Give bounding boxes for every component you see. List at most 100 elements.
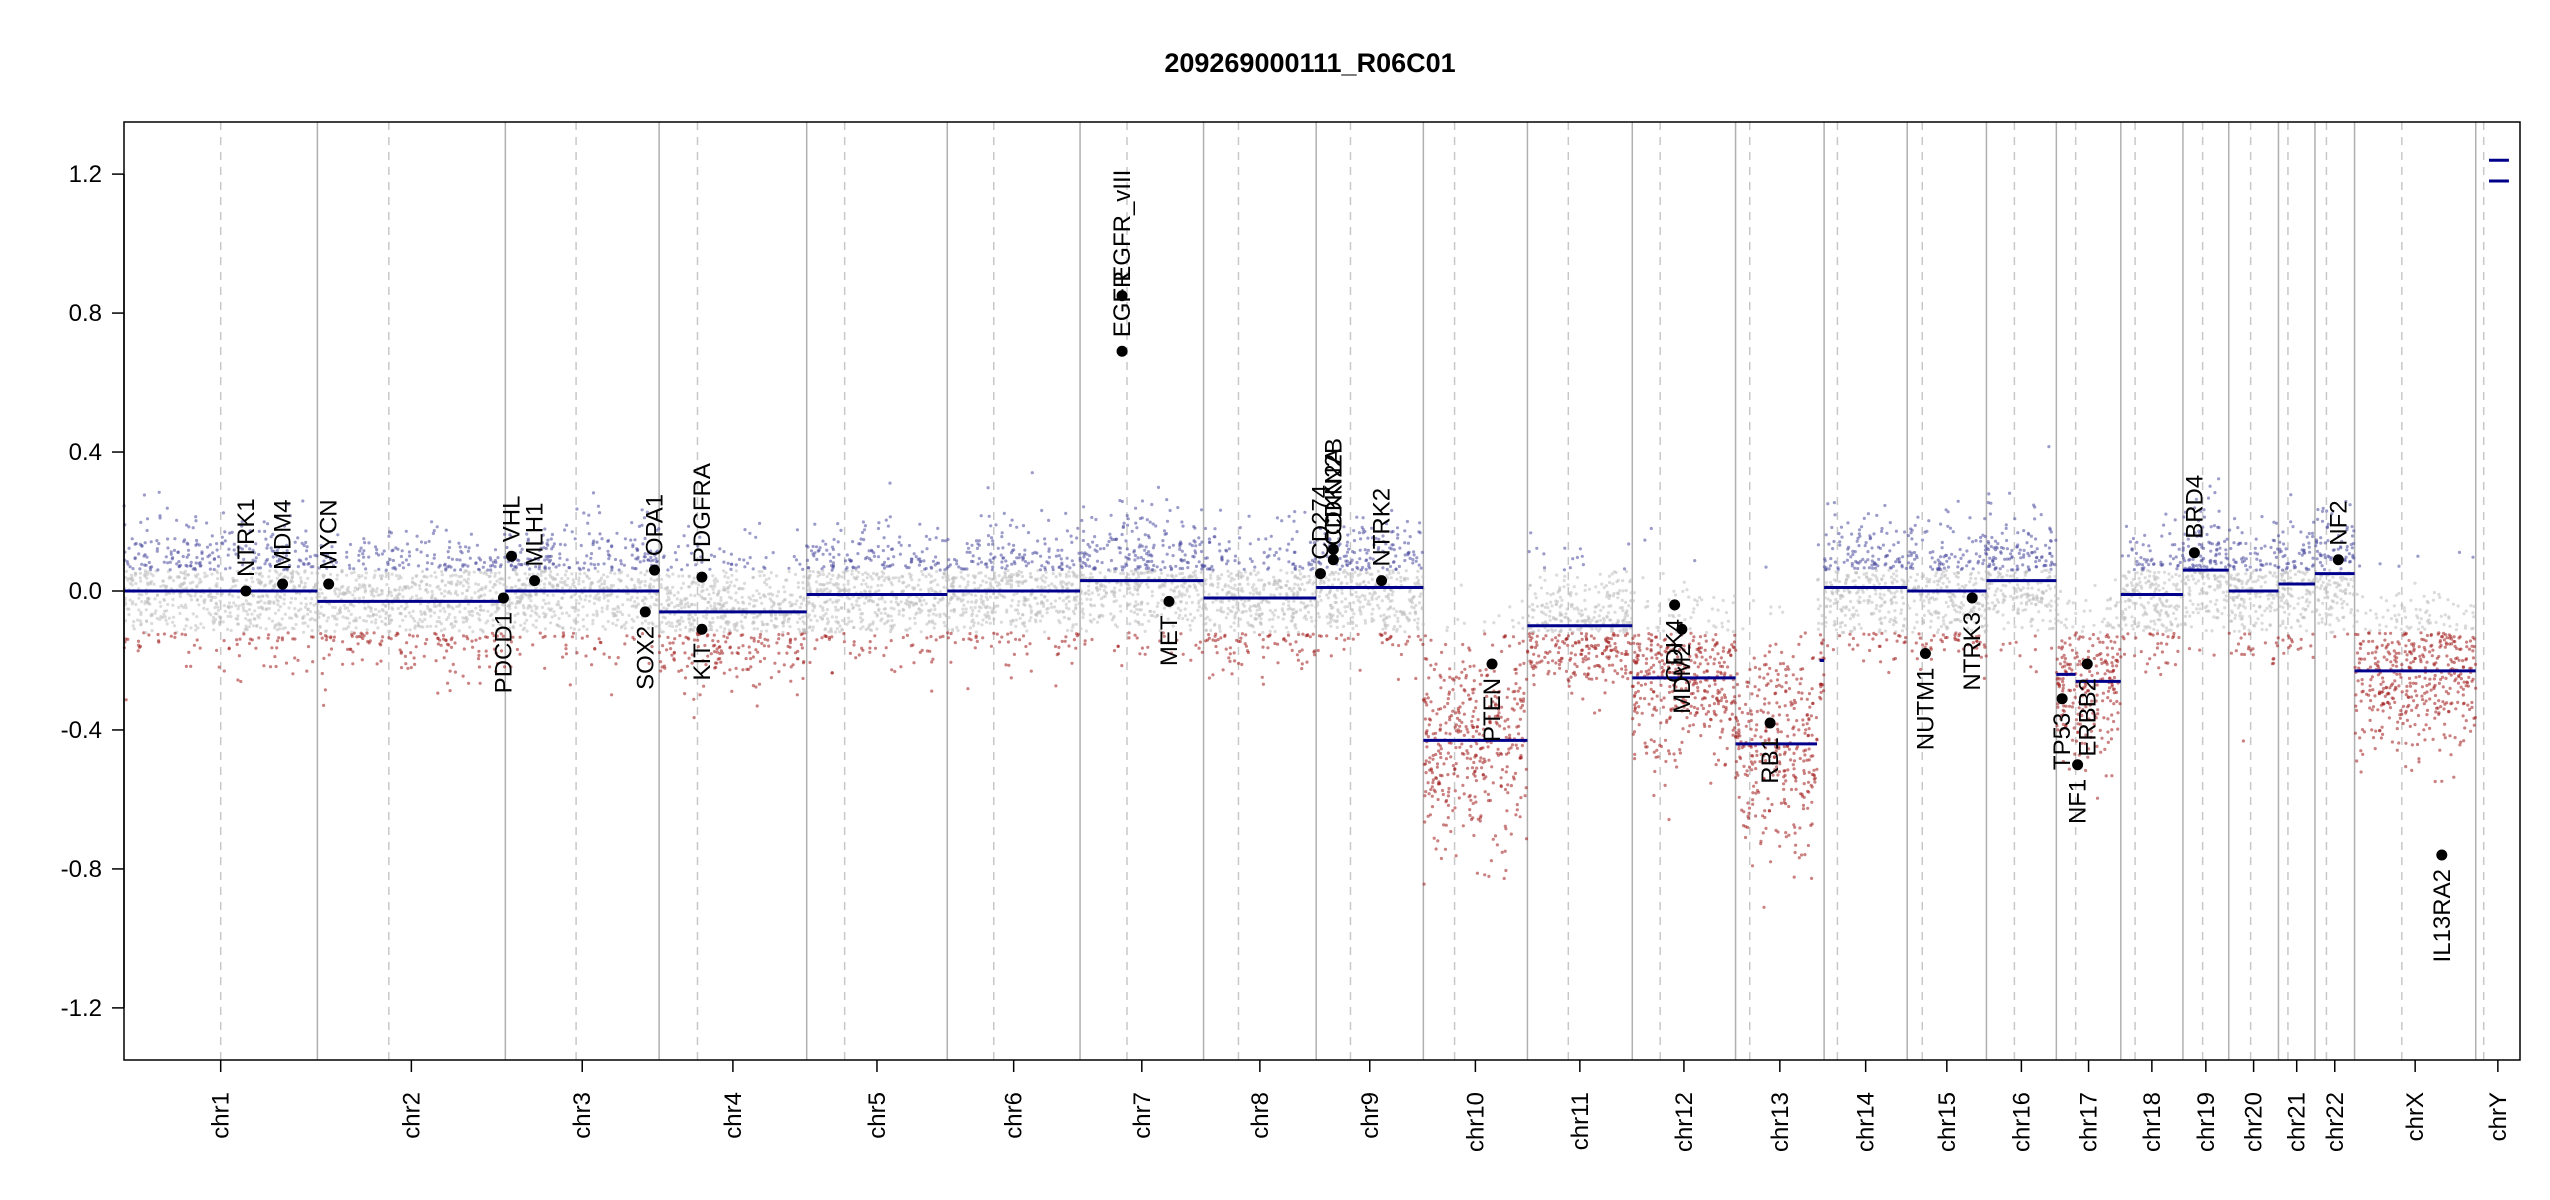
probe-point	[426, 604, 430, 608]
probe-point	[595, 540, 599, 544]
probe-point	[630, 566, 635, 570]
probe-point	[741, 668, 745, 672]
probe-point	[985, 597, 990, 602]
probe-point	[1001, 546, 1005, 550]
probe-point	[1287, 514, 1291, 519]
probe-point	[215, 548, 219, 552]
probe-point	[558, 542, 563, 547]
probe-point	[188, 581, 192, 585]
probe-point	[740, 595, 744, 599]
probe-point	[996, 546, 1000, 550]
probe-point	[727, 628, 732, 632]
probe-point	[560, 576, 564, 581]
probe-point	[751, 620, 756, 624]
probe-point	[711, 587, 715, 591]
probe-point	[373, 573, 377, 577]
probe-point	[1415, 575, 1419, 580]
probe-point	[831, 566, 835, 570]
probe-point	[891, 576, 895, 580]
probe-point	[432, 556, 436, 560]
probe-point	[828, 552, 832, 556]
probe-point	[729, 580, 733, 584]
probe-point	[907, 583, 911, 588]
probe-point	[1072, 612, 1077, 616]
probe-point	[405, 542, 410, 546]
probe-point	[267, 616, 271, 621]
probe-point	[498, 565, 502, 569]
probe-point	[577, 601, 581, 606]
probe-point	[248, 571, 253, 575]
probe-point	[882, 536, 886, 540]
probe-point	[690, 615, 694, 619]
probe-point	[758, 521, 762, 526]
probe-point	[825, 581, 829, 585]
probe-point	[391, 558, 395, 563]
probe-point	[1258, 591, 1262, 595]
probe-point	[367, 583, 372, 587]
probe-point	[182, 627, 186, 632]
probe-point	[282, 575, 286, 579]
probe-point	[1008, 523, 1013, 528]
probe-point	[1061, 610, 1065, 614]
probe-point	[722, 634, 726, 638]
probe-point	[703, 597, 707, 601]
probe-point	[920, 603, 924, 607]
probe-point	[1153, 569, 1157, 573]
probe-point	[286, 576, 290, 580]
probe-point	[316, 571, 320, 575]
probe-point	[805, 603, 809, 608]
probe-point	[741, 626, 745, 630]
probe-point	[500, 603, 504, 607]
probe-point	[404, 614, 408, 618]
probe-point	[551, 577, 555, 582]
probe-point	[884, 646, 888, 650]
probe-point	[1185, 589, 1189, 593]
probe-point	[712, 607, 716, 611]
probe-point	[705, 587, 709, 592]
probe-point	[722, 560, 726, 564]
probe-point	[827, 637, 832, 642]
probe-point	[1206, 615, 1210, 619]
probe-point	[173, 537, 177, 541]
probe-point	[712, 579, 716, 583]
probe-point	[1171, 554, 1175, 558]
probe-point	[213, 605, 217, 610]
probe-point	[605, 575, 610, 579]
probe-point	[587, 568, 591, 572]
probe-point	[924, 602, 928, 606]
probe-point	[290, 616, 294, 620]
probe-point	[973, 576, 977, 580]
probe-point	[700, 590, 704, 594]
probe-point	[1095, 559, 1100, 563]
probe-point	[356, 587, 360, 592]
probe-point	[1138, 652, 1142, 656]
probe-point	[1081, 615, 1085, 620]
probe-point	[602, 562, 606, 566]
probe-point	[301, 499, 305, 503]
probe-point	[1282, 612, 1286, 616]
probe-point	[719, 660, 723, 664]
probe-point	[130, 583, 134, 587]
probe-point	[730, 573, 734, 577]
probe-point	[172, 548, 177, 553]
probe-point	[468, 613, 472, 617]
probe-point	[143, 563, 147, 567]
probe-point	[942, 585, 946, 589]
probe-point	[244, 609, 248, 613]
probe-point	[781, 630, 785, 634]
probe-point	[1293, 624, 1297, 628]
probe-point	[903, 601, 908, 605]
probe-point	[259, 626, 263, 630]
probe-point	[329, 572, 333, 577]
probe-point	[934, 536, 938, 540]
probe-point	[577, 576, 581, 580]
probe-point	[936, 526, 940, 531]
probe-point	[689, 593, 693, 597]
probe-point	[1163, 566, 1167, 570]
probe-point	[275, 549, 279, 553]
probe-point	[184, 664, 188, 669]
probe-point	[207, 611, 211, 615]
probe-point	[801, 676, 805, 681]
probe-point	[573, 609, 577, 613]
probe-point	[706, 600, 710, 604]
